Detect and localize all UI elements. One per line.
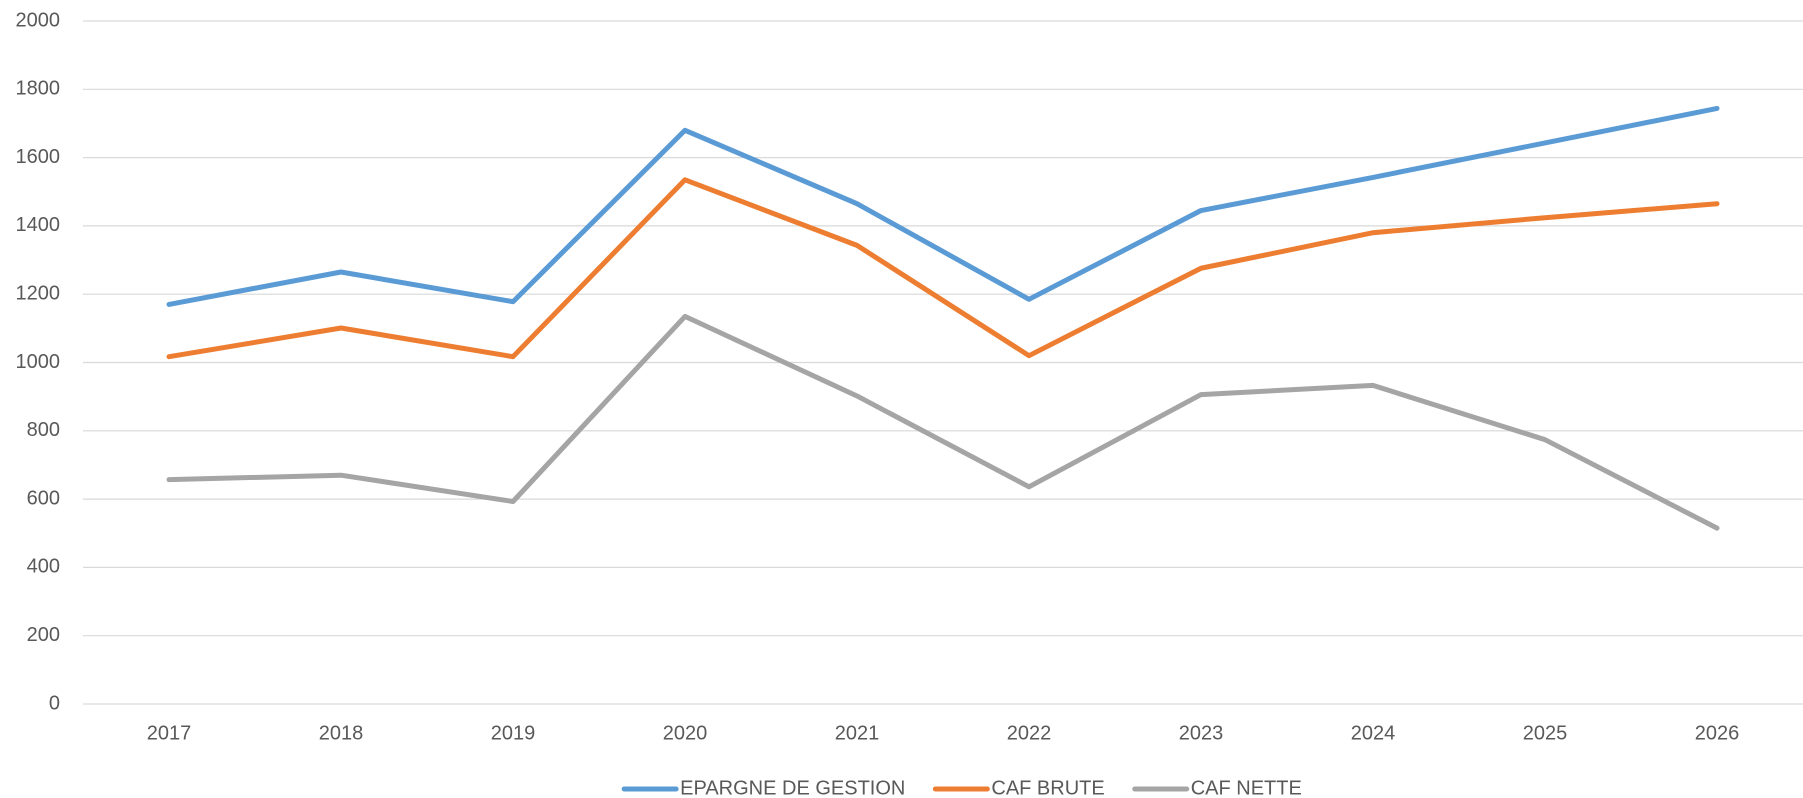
y-tick-label: 1800: [16, 78, 61, 100]
y-tick-label: 1000: [16, 351, 61, 373]
y-tick-label: 600: [27, 487, 60, 509]
legend-label: CAF NETTE: [1191, 777, 1302, 798]
x-tick-label: 2021: [835, 722, 880, 744]
series-line: [166, 313, 1720, 531]
legend-label: CAF BRUTE: [991, 777, 1104, 798]
series-line: [166, 105, 1720, 307]
y-tick-label: 400: [27, 556, 60, 578]
x-tick-label: 2023: [1179, 722, 1224, 744]
x-tick-label: 2019: [491, 722, 536, 744]
y-tick-label: 1200: [16, 282, 61, 304]
y-tick-label: 1600: [16, 146, 61, 168]
x-tick-label: 2018: [319, 722, 364, 744]
x-tick-label: 2026: [1695, 722, 1740, 744]
y-tick-label: 800: [27, 419, 60, 441]
legend-label: EPARGNE DE GESTION: [680, 777, 905, 798]
y-tick-label: 2000: [16, 9, 61, 31]
x-tick-label: 2017: [147, 722, 192, 744]
x-tick-label: 2025: [1523, 722, 1568, 744]
x-tick-label: 2024: [1351, 722, 1396, 744]
x-tick-label: 2020: [663, 722, 708, 744]
x-tick-label: 2022: [1007, 722, 1052, 744]
series-line: [166, 177, 1720, 360]
y-tick-label: 200: [27, 624, 60, 646]
y-tick-label: 1400: [16, 214, 61, 236]
y-tick-label: 0: [49, 692, 60, 714]
